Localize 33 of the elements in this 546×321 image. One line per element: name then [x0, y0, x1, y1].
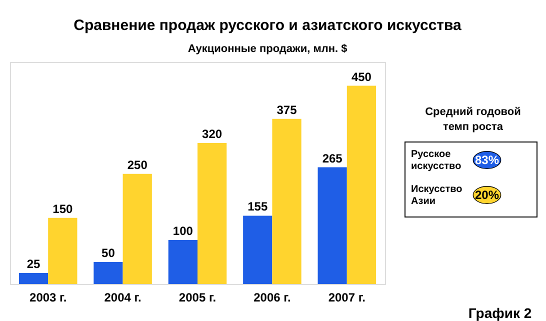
bar [18, 272, 48, 284]
text: 20% [474, 188, 500, 202]
data-label: 320 [202, 127, 222, 142]
bar [48, 218, 78, 284]
data-label: 50 [102, 246, 116, 260]
data-label: 375 [276, 102, 298, 117]
bar [168, 240, 198, 284]
bar [243, 216, 272, 284]
bar [272, 118, 302, 284]
x-tick-label: 2003 г. [30, 290, 67, 304]
data-label: 265 [322, 151, 343, 166]
text: График 2 [468, 305, 532, 321]
data-label: 25 [26, 256, 41, 271]
bar [318, 167, 347, 284]
text: 83% [474, 153, 500, 167]
bar [94, 262, 123, 284]
bar [122, 174, 152, 284]
bar [346, 86, 376, 284]
data-label: 100 [172, 224, 194, 238]
data-label: 150 [52, 202, 73, 216]
data-label: 450 [351, 70, 372, 84]
x-tick-label: 2005 г. [178, 290, 216, 304]
data-label: 155 [248, 200, 268, 214]
legend-title: Средний годовой темп роста [425, 106, 521, 133]
chart-subtitle: Аукционные продажи, млн. $ [188, 43, 348, 55]
data-label: 250 [127, 158, 148, 172]
chart-title: Сравнение продаж русского и азиатского искусства [74, 17, 462, 34]
x-tick-label: 2004 г. [104, 290, 142, 304]
x-tick-label: 2006 г. [254, 290, 291, 304]
legend-label: Искусство Азии [411, 184, 462, 207]
x-tick-label: 2007 г. [328, 290, 366, 304]
bar [198, 143, 227, 284]
legend-label: Русское искусство [411, 149, 462, 172]
